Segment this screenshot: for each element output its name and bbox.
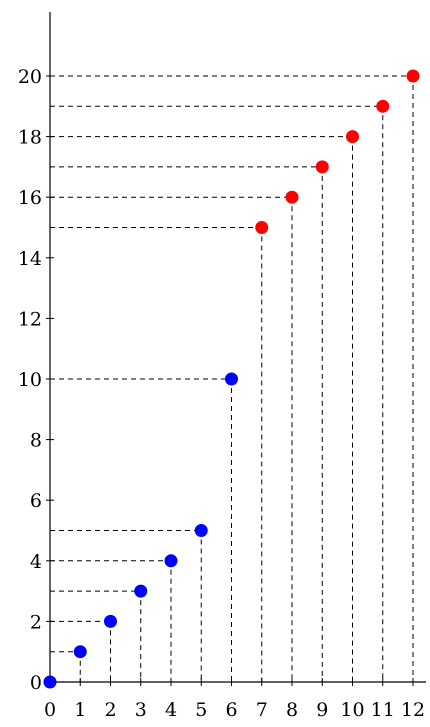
axes: [46, 12, 426, 686]
x-tick-label: 4: [165, 699, 177, 721]
data-points: [43, 69, 420, 689]
x-tick-label: 5: [195, 699, 207, 721]
y-tick-label: 12: [18, 308, 42, 330]
y-tick-label: 16: [18, 187, 42, 209]
projection-lines: [50, 75, 414, 682]
data-point: [73, 645, 87, 659]
y-tick-label: 10: [18, 369, 42, 391]
data-point: [376, 99, 390, 113]
x-tick-label: 9: [316, 699, 328, 721]
data-point: [285, 190, 299, 204]
x-tick-label: 0: [44, 699, 56, 721]
y-tick-label: 14: [18, 248, 42, 270]
y-tick-label: 2: [30, 611, 42, 633]
x-tick-label: 6: [225, 699, 237, 721]
y-tick-label: 6: [30, 490, 42, 512]
x-tick-label: 2: [104, 699, 116, 721]
x-tick-label: 7: [256, 699, 268, 721]
x-tick-label: 8: [286, 699, 298, 721]
data-point: [194, 524, 208, 537]
data-point: [225, 372, 238, 386]
y-tick-label: 8: [30, 430, 42, 452]
y-tick-label: 0: [30, 672, 42, 694]
data-point: [134, 584, 148, 598]
data-point: [406, 69, 420, 83]
data-point: [315, 160, 329, 174]
x-tick-label: 3: [135, 699, 147, 721]
x-tick-label: 1: [74, 699, 86, 721]
data-point: [164, 554, 178, 568]
x-tick-label: 11: [371, 699, 395, 721]
y-tick-label: 20: [18, 66, 42, 88]
data-point: [43, 675, 57, 689]
data-point: [104, 614, 117, 628]
y-tick-label: 18: [18, 127, 42, 149]
x-tick-label: 12: [401, 699, 425, 721]
data-point: [346, 130, 359, 144]
x-tick-label: 10: [340, 699, 364, 721]
data-point: [255, 221, 269, 234]
y-tick-label: 4: [30, 551, 42, 573]
